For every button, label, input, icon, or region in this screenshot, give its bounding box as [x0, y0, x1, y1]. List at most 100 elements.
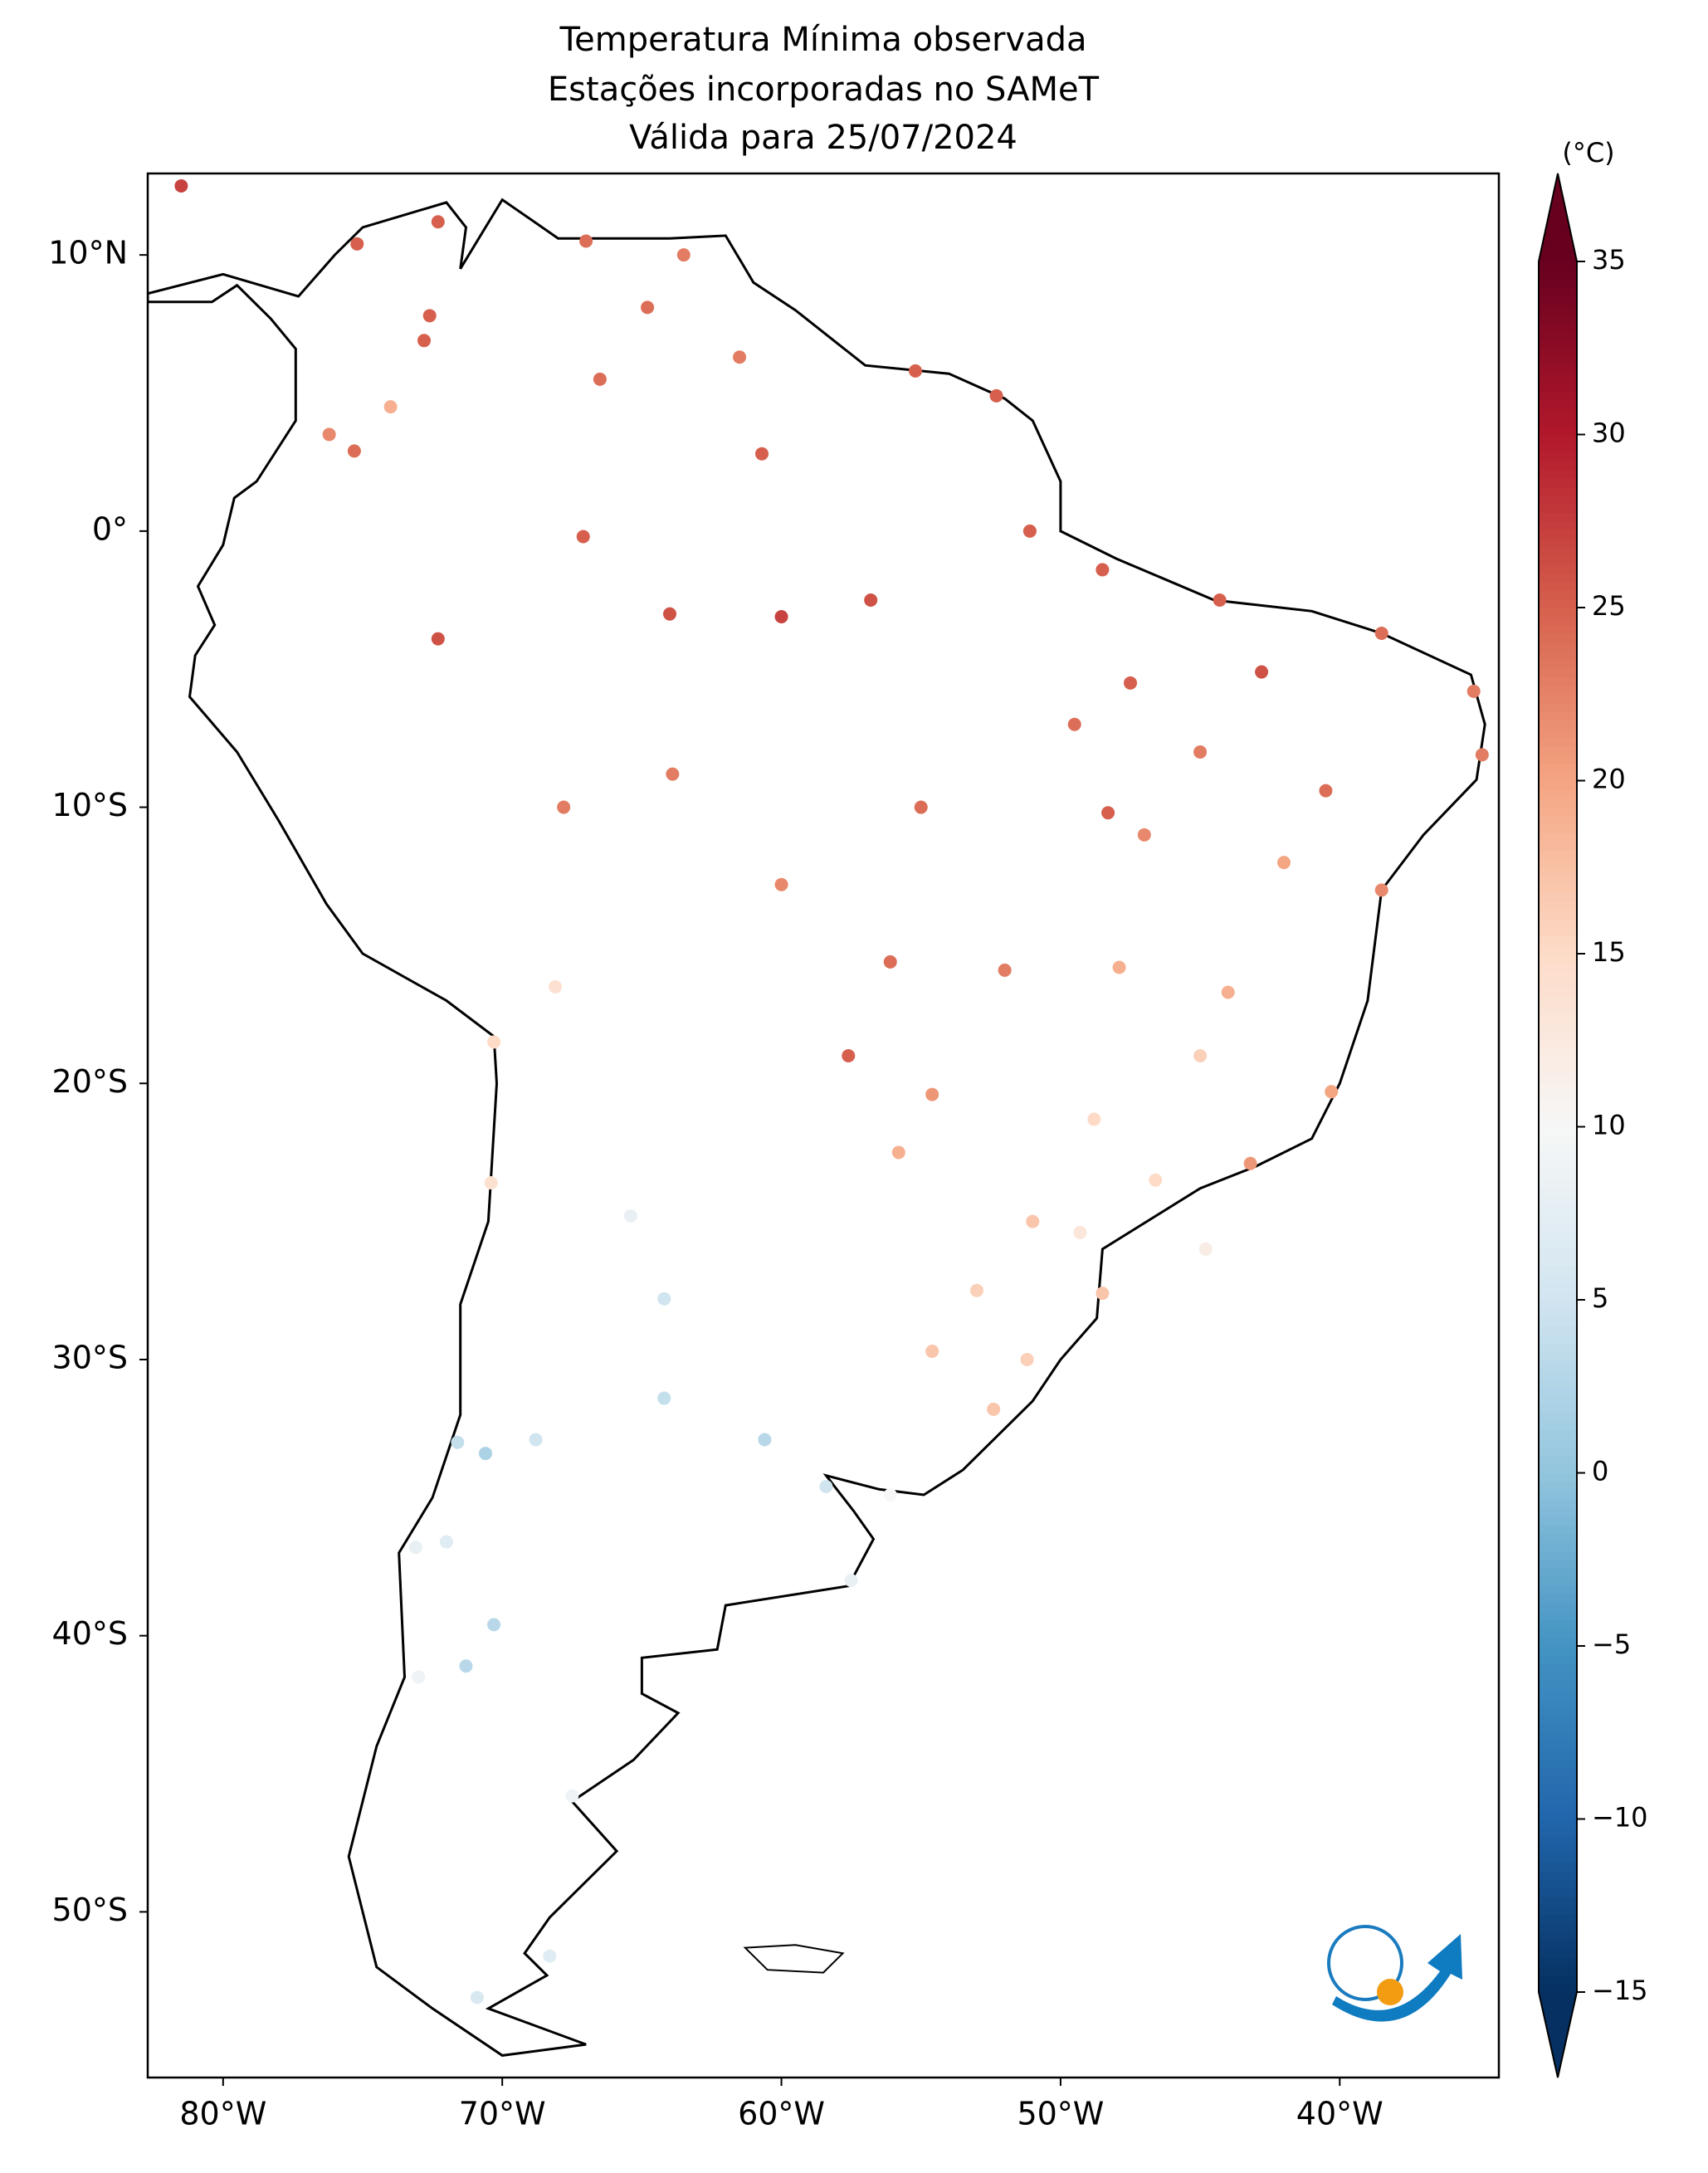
colorbar-slice: [1539, 365, 1577, 375]
colorbar-tick-label: 5: [1592, 1282, 1608, 1314]
station: [470, 1990, 484, 2005]
colorbar-slice: [1539, 1732, 1577, 1742]
colorbar-slice: [1539, 520, 1577, 530]
y-tick-label: 50°S: [52, 1892, 128, 1928]
colorbar-slice: [1539, 798, 1577, 808]
station: [1193, 1048, 1208, 1062]
colorbar-slice: [1539, 1871, 1577, 1881]
title-line: Temperatura Mínima observada: [559, 21, 1087, 59]
x-tick-label: 60°W: [738, 2096, 825, 2132]
colorbar-slice: [1539, 270, 1577, 280]
colorbar-slice: [1539, 295, 1577, 305]
colorbar-slice: [1539, 477, 1577, 487]
colorbar-slice: [1539, 1204, 1577, 1214]
colorbar-slice: [1539, 901, 1577, 911]
colorbar-slice: [1539, 1369, 1577, 1379]
colorbar-slice: [1539, 849, 1577, 859]
colorbar-tick-label: 0: [1592, 1456, 1608, 1487]
colorbar-slice: [1539, 1827, 1577, 1837]
colorbar-slice: [1539, 460, 1577, 470]
colorbar-slice: [1539, 1887, 1577, 1897]
colorbar-slice: [1539, 1187, 1577, 1197]
colorbar-slice: [1539, 867, 1577, 877]
y-tick-label: 40°S: [52, 1615, 128, 1652]
colorbar-slice: [1539, 1213, 1577, 1223]
colorbar-slice: [1539, 642, 1577, 652]
colorbar-slice: [1539, 547, 1577, 557]
colorbar-slice: [1539, 1559, 1577, 1569]
colorbar-slice: [1539, 495, 1577, 505]
colorbar-slice: [1539, 1144, 1577, 1154]
colorbar-slice: [1539, 728, 1577, 738]
colorbar-slice: [1539, 1126, 1577, 1136]
station: [484, 1176, 498, 1190]
station: [1193, 745, 1208, 759]
colorbar-slice: [1539, 1334, 1577, 1344]
colorbar-slice: [1539, 1715, 1577, 1725]
station: [733, 350, 747, 364]
logo-arrow: [1332, 1934, 1462, 2022]
colorbar-slice: [1539, 919, 1577, 929]
colorbar-slice: [1539, 633, 1577, 643]
station: [459, 1659, 473, 1673]
colorbar-slice: [1539, 555, 1577, 565]
station: [1255, 665, 1269, 679]
colorbar-slice: [1539, 927, 1577, 937]
colorbar-slice: [1539, 1170, 1577, 1179]
y-tick-label: 20°S: [52, 1063, 128, 1100]
colorbar-slice: [1539, 503, 1577, 513]
station: [914, 800, 928, 814]
colorbar-slice: [1539, 608, 1577, 618]
station: [479, 1447, 492, 1461]
logo-ring: [1327, 1925, 1403, 2001]
station: [1096, 1287, 1110, 1301]
colorbar-slice: [1539, 1074, 1577, 1084]
station: [593, 372, 607, 386]
colorbar-tick-label: 20: [1592, 764, 1626, 795]
station: [1277, 856, 1291, 870]
colorbar-slice: [1539, 1057, 1577, 1067]
colorbar-slice: [1539, 1152, 1577, 1162]
colorbar-slice: [1539, 1438, 1577, 1448]
colorbar-slice: [1539, 1766, 1577, 1776]
colorbar-slice: [1539, 1948, 1577, 1958]
station: [543, 1949, 557, 1963]
colorbar-slice: [1539, 1239, 1577, 1249]
station: [1475, 748, 1489, 762]
colorbar-slice: [1539, 624, 1577, 634]
colorbar-slice: [1539, 1525, 1577, 1535]
colorbar-slice: [1539, 823, 1577, 833]
colorbar-slice: [1539, 1905, 1577, 1915]
station: [883, 955, 897, 969]
station: [1101, 806, 1115, 820]
colorbar-slice: [1539, 1689, 1577, 1699]
colorbar-slice: [1539, 1326, 1577, 1336]
colorbar-slice: [1539, 1135, 1577, 1145]
colorbar-slice: [1539, 1975, 1577, 1985]
colorbar-slice: [1539, 1412, 1577, 1422]
station: [557, 800, 571, 814]
colorbar-slice: [1539, 1023, 1577, 1033]
colorbar-slice: [1539, 1308, 1577, 1318]
station: [1020, 1352, 1034, 1366]
station: [1137, 828, 1151, 842]
station: [758, 1433, 772, 1447]
colorbar-slice: [1539, 745, 1577, 755]
x-tick-label: 70°W: [459, 2096, 546, 2132]
station: [1319, 784, 1333, 798]
station: [412, 1670, 426, 1684]
colorbar-slice: [1539, 530, 1577, 540]
colorbar-slice: [1539, 1957, 1577, 1967]
colorbar-slice: [1539, 1420, 1577, 1430]
station: [909, 364, 922, 378]
station: [1325, 1085, 1339, 1099]
colorbar-slice: [1539, 1758, 1577, 1768]
colorbar-slice: [1539, 1533, 1577, 1543]
station: [989, 388, 1003, 403]
station: [174, 178, 188, 193]
colorbar-slice: [1539, 330, 1577, 340]
colorbar-slice: [1539, 339, 1577, 349]
station: [657, 1292, 671, 1306]
station: [1067, 717, 1081, 731]
station: [1096, 563, 1110, 577]
